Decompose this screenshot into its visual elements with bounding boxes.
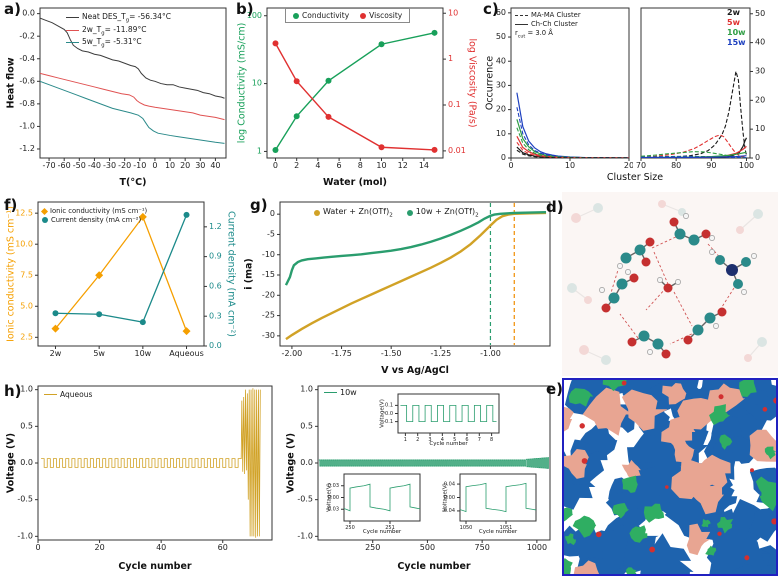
legend-label: 5w [727,18,740,27]
legend-dot-swatch [406,209,413,216]
tenw-legend: 10w [324,388,357,397]
cycling-10w-inset-cycle1050 [440,470,540,536]
oxygen-atoms [601,217,727,359]
lsv-legend: Water + Zn(OTf)2 10w + Zn(OTf)2 [314,207,479,219]
panel-label-b: b) [236,0,254,18]
ionic-current-legend: Ionic conductivity (mS cm⁻¹) Current den… [40,207,148,224]
panel-label-a: a) [4,0,21,18]
legend-label: MA-MA Cluster [531,11,581,19]
legend-label: Ch-Ch Cluster [531,20,578,28]
legend-label: Viscosity [369,11,403,20]
ionic-current-canvas [2,194,238,376]
cycling-10w-inset-first-cycles [377,390,503,448]
rcut-note: rcut = 3.0 Å [515,29,553,40]
legend-line-swatch [66,29,79,31]
panel-cluster-left: MA-MA Cluster Ch-Ch Cluster rcut = 3.0 Å [481,2,633,188]
legend-label: 2w_Tg= -11.89°C [82,24,147,37]
cluster-size-axis-label: Cluster Size [606,172,664,183]
legend-label: Water + Zn(OTf)2 [323,207,393,219]
legend-solid-swatch [515,23,528,25]
hydrogen-bonds [609,235,735,345]
legend-diamond-swatch [40,207,49,215]
cycling-10w-inset-cycle250 [324,470,424,536]
panel-cycling-10w: 10w [282,380,558,572]
panel-conductivity-viscosity: Conductivity Viscosity [233,2,479,188]
panel-label-f: f) [4,196,18,214]
cluster-left-canvas [481,2,633,188]
lsv-canvas [240,194,558,376]
cycling-aqueous-canvas [2,380,280,572]
panel-ionic-current: Ionic conductivity (mS cm⁻¹) Current den… [2,194,238,376]
legend-dot-swatch [314,209,320,216]
legend-label: Neat DES_Tg= -56.34°C [82,12,171,24]
panel-label-h: h) [4,382,22,400]
panel-dsc: Neat DES_Tg= -56.34°C 2w_Tg= -11.89°C 5w… [2,2,232,188]
legend-line-swatch [324,392,337,393]
legend-label: 15w [727,38,746,47]
panel-label-d: d) [546,198,564,216]
legend-label: Ionic conductivity (mS cm⁻¹) [50,207,148,215]
cluster-right-canvas [635,2,778,188]
legend-line-swatch [44,394,57,395]
legend-label: 10w [727,28,746,37]
legend-line-swatch [66,42,79,44]
legend-label: Conductivity [302,11,350,20]
cluster-legend: MA-MA Cluster Ch-Ch Cluster rcut = 3.0 Å [515,11,581,39]
nitrogen-atom [726,264,738,276]
dsc-chart-canvas [2,2,232,188]
carbon-atoms [608,228,751,350]
conductivity-viscosity-legend: Conductivity Viscosity [285,8,411,23]
legend-dot-swatch [42,217,48,223]
legend-label: 5w_Tg= -5.31°C [82,37,142,49]
molecular-snapshot [562,192,778,376]
water-content-legend: 2w 5w 10w 15w [727,8,746,47]
legend-label: Aqueous [60,390,93,399]
legend-label: 10w [340,388,357,397]
legend-dot-swatch [293,12,299,19]
legend-label: Current density (mA cm⁻²) [51,216,142,224]
panel-molecular-snapshot [562,192,778,376]
legend-dashed-swatch [515,14,528,16]
panel-surface-snapshot [562,378,778,576]
dsc-legend: Neat DES_Tg= -56.34°C 2w_Tg= -11.89°C 5w… [66,12,171,49]
legend-label: 10w + Zn(OTf)2 [415,207,479,219]
panel-label-g: g) [250,196,268,214]
legend-dot-swatch [360,12,367,19]
legend-line-swatch [66,17,79,19]
panel-lsv: Water + Zn(OTf)2 10w + Zn(OTf)2 [240,194,558,376]
panel-label-e: e) [546,380,564,398]
aqueous-legend: Aqueous [44,390,92,399]
surface-snapshot [562,378,778,576]
legend-label: 2w [727,8,740,17]
panel-cycling-aqueous: Aqueous [2,380,280,572]
panel-cluster-right: 2w 5w 10w 15w [635,2,778,188]
conductivity-viscosity-canvas [233,2,479,188]
panel-label-c: c) [483,0,499,18]
hydrogen-atoms [599,213,757,355]
